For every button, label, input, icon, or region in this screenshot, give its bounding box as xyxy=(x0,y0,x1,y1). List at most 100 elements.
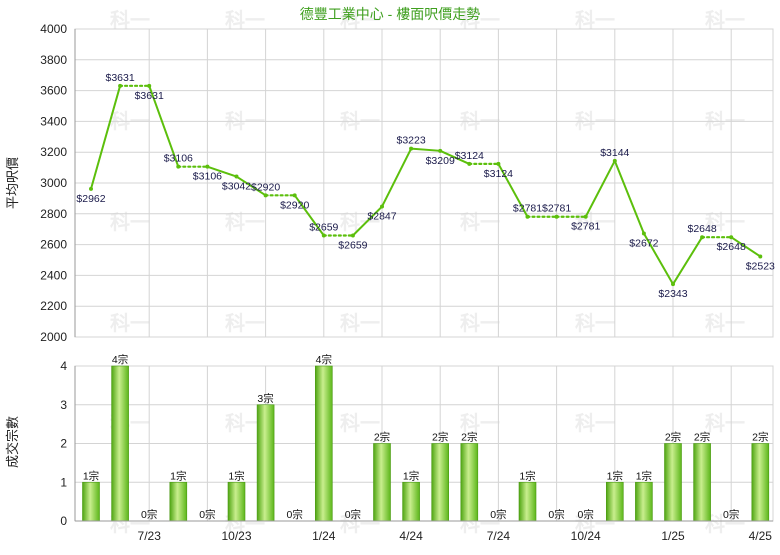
price-tick-label: 3800 xyxy=(40,53,67,67)
count-data-label: 0宗 xyxy=(490,508,506,521)
x-tick-label: 1/25 xyxy=(661,529,685,543)
count-data-label: 4宗 xyxy=(112,353,128,366)
price-point xyxy=(292,193,297,198)
price-point xyxy=(409,146,414,151)
price-line-segment xyxy=(672,236,704,286)
price-data-label: $2659 xyxy=(309,222,338,234)
price-data-label: $2648 xyxy=(687,223,716,235)
count-data-label: 1宗 xyxy=(228,469,244,482)
price-line-segment xyxy=(206,165,238,178)
chart-title: 德豐工業中心 - 樓面呎價走勢 xyxy=(300,6,480,22)
price-point xyxy=(612,158,617,163)
watermark-text: 科一 xyxy=(460,411,500,435)
price-grid xyxy=(74,28,774,338)
price-data-label: $3631 xyxy=(135,90,164,102)
count-bars xyxy=(82,365,770,522)
count-bar xyxy=(314,365,333,522)
price-line-segment xyxy=(90,84,122,190)
count-data-label: 0宗 xyxy=(287,508,303,521)
watermark-text: 科一 xyxy=(705,512,745,536)
price-tick-label: 3600 xyxy=(40,84,67,98)
price-line-segment xyxy=(584,159,616,218)
count-data-label: 0宗 xyxy=(578,508,594,521)
count-bar xyxy=(256,404,275,522)
count-bar xyxy=(693,443,711,522)
price-point xyxy=(496,161,501,166)
price-data-label: $2962 xyxy=(76,193,105,205)
count-data-label: 2宗 xyxy=(752,431,768,444)
price-axis-label: 平均呎價 xyxy=(5,157,20,209)
price-data-label: $2920 xyxy=(251,181,280,193)
count-bar xyxy=(518,481,537,522)
price-data-label: $3124 xyxy=(484,168,513,180)
count-data-label: 2宗 xyxy=(374,431,390,444)
price-line-segment xyxy=(497,162,529,218)
price-line-segment xyxy=(439,149,471,165)
watermark-text: 科一 xyxy=(575,8,615,32)
count-tick-label: 0 xyxy=(60,514,67,528)
price-point xyxy=(263,193,268,198)
price-point xyxy=(234,174,239,179)
price-point xyxy=(147,83,152,88)
price-point xyxy=(205,164,210,169)
count-tick-label: 1 xyxy=(60,475,67,489)
count-bar xyxy=(664,443,682,522)
price-tick-label: 2800 xyxy=(40,207,67,221)
count-bar xyxy=(431,443,450,522)
price-point xyxy=(176,164,181,169)
price-data-label: $3223 xyxy=(396,135,425,147)
price-data-label: $3144 xyxy=(600,147,629,159)
x-tick-label: 10/23 xyxy=(221,529,251,543)
count-data-label: 1宗 xyxy=(607,469,623,482)
price-data-label: $2920 xyxy=(280,199,309,211)
price-tick-label: 3200 xyxy=(40,145,67,159)
price-point xyxy=(758,254,763,259)
price-data-label: $3106 xyxy=(193,171,222,183)
price-point xyxy=(380,204,384,209)
watermark-text: 科一 xyxy=(705,8,745,32)
count-data-label: 1宗 xyxy=(636,469,652,482)
price-data-label: $2781 xyxy=(542,203,571,215)
count-bar xyxy=(82,481,100,522)
count-bar xyxy=(402,481,420,522)
count-data-label: 1宗 xyxy=(519,469,535,482)
count-data-label: 0宗 xyxy=(345,508,361,521)
price-data-label: $3124 xyxy=(455,150,484,162)
price-point xyxy=(671,282,675,287)
x-tick-label: 7/23 xyxy=(138,529,162,543)
watermark-text: 科一 xyxy=(575,411,615,435)
x-tick-label: 4/24 xyxy=(399,529,423,543)
watermark-text: 科一 xyxy=(340,8,380,32)
data-labels: 1宗 4宗 0宗 1宗 0宗 1宗 3宗 0宗 4宗 0宗 2宗 1宗 2宗 2宗 0宗 1宗 0宗 0宗 1宗 1宗… xyxy=(76,72,775,521)
count-data-label: 0宗 xyxy=(548,508,564,521)
count-data-label: 0宗 xyxy=(141,508,157,521)
price-line-segment xyxy=(235,175,267,197)
count-bar xyxy=(635,481,653,522)
price-line xyxy=(89,83,763,287)
price-line-segment xyxy=(351,205,383,237)
price-point xyxy=(321,233,326,238)
price-data-label: $3106 xyxy=(164,153,193,165)
watermark-text: 科一 xyxy=(340,311,380,335)
price-data-label: $3042 xyxy=(222,181,251,193)
watermark-text: 科一 xyxy=(460,311,500,335)
price-data-label: $3631 xyxy=(105,72,134,84)
watermark-text: 科一 xyxy=(705,411,745,435)
price-tick-label: 4000 xyxy=(40,22,67,36)
price-data-label: $2781 xyxy=(513,203,542,215)
price-line-segment xyxy=(730,236,762,258)
count-data-label: 0宗 xyxy=(199,508,215,521)
watermark-text: 科一 xyxy=(575,311,615,335)
price-point xyxy=(350,233,355,238)
price-line-segment xyxy=(613,159,645,235)
price-point xyxy=(729,235,734,240)
price-point xyxy=(438,148,443,153)
price-point xyxy=(118,83,123,88)
count-bar xyxy=(751,443,770,522)
watermark-text: 科一 xyxy=(110,8,150,32)
price-point xyxy=(554,214,559,219)
price-point xyxy=(89,186,93,191)
